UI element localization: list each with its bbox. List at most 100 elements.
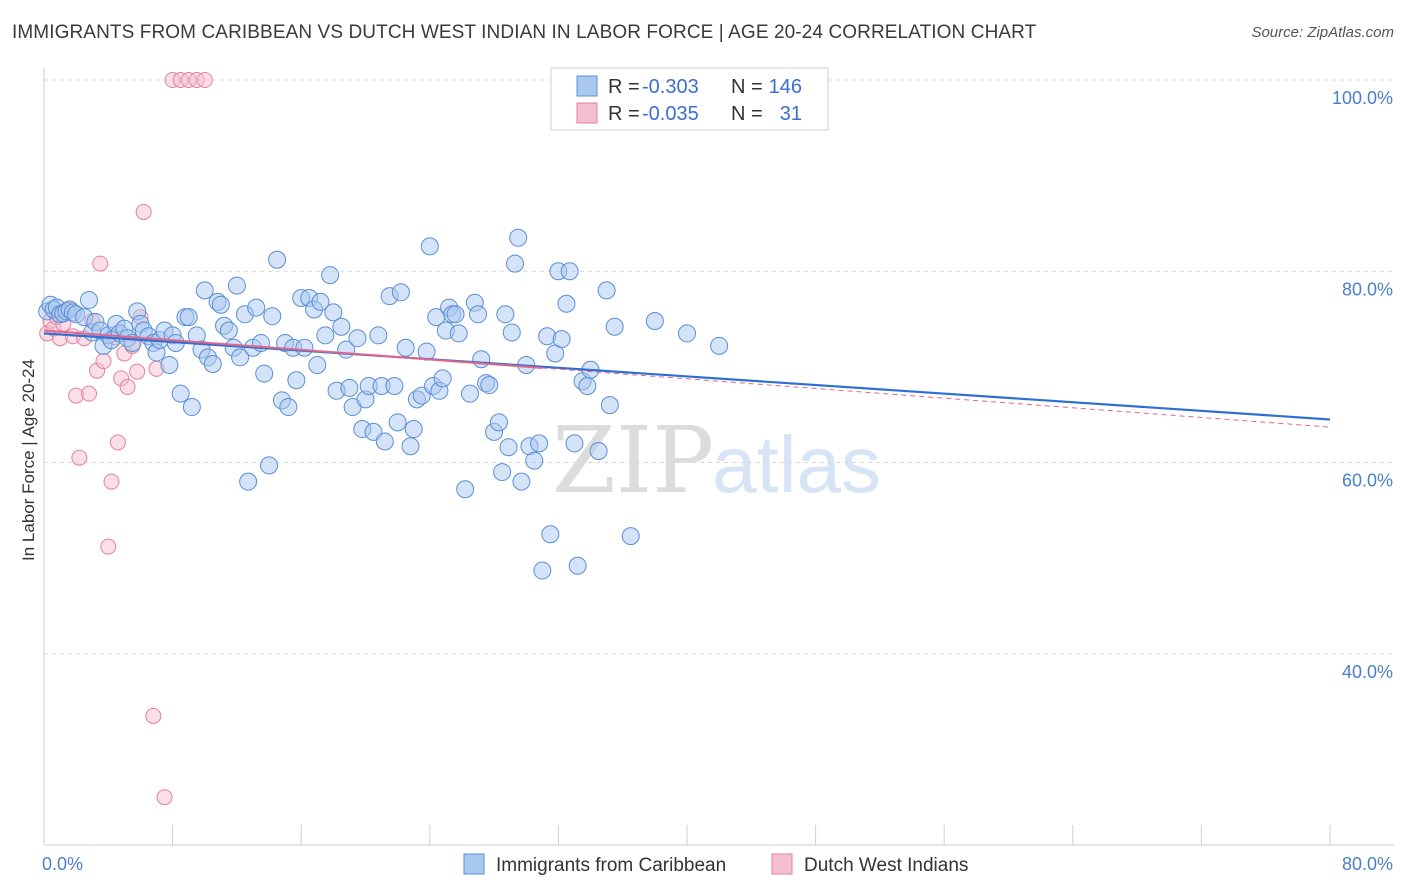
caribbean-point-53 <box>247 298 266 317</box>
caribbean-point-145 <box>678 324 696 343</box>
caribbean-point-110 <box>472 350 491 369</box>
legend-n-value-caribbean: 146 <box>769 76 802 98</box>
caribbean-point-115 <box>493 463 512 482</box>
dutch-point-14 <box>92 255 109 272</box>
caribbean-point-89 <box>391 283 410 302</box>
dutch-point-9 <box>71 449 88 466</box>
caribbean-point-109 <box>469 305 488 324</box>
caribbean-point-71 <box>321 266 340 285</box>
legend-n-label-dutch: N = <box>731 103 763 125</box>
x-tick-label-1: 80.0% <box>1342 854 1393 874</box>
grid-lines <box>44 79 1394 655</box>
y-tick-label-1: 80.0% <box>1342 279 1393 299</box>
caribbean-point-87 <box>385 377 404 395</box>
dutch-point-29 <box>156 789 173 806</box>
caribbean-point-63 <box>287 371 306 390</box>
caribbean-point-57 <box>263 307 282 326</box>
caribbean-point-135 <box>568 556 587 575</box>
caribbean-point-37 <box>182 398 201 417</box>
caribbean-point-69 <box>311 292 330 311</box>
caribbean-point-139 <box>589 442 608 461</box>
caribbean-point-112 <box>480 376 499 395</box>
legend-r-label-dutch: R = <box>608 103 640 125</box>
caribbean-point-83 <box>369 326 388 345</box>
legend-r-value-caribbean: -0.303 <box>642 76 699 98</box>
caribbean-point-114 <box>489 413 508 432</box>
caribbean-point-100 <box>433 369 452 388</box>
caribbean-point-85 <box>375 432 394 451</box>
caribbean-point-56 <box>260 456 279 475</box>
caribbean-point-76 <box>340 378 359 397</box>
dutch-point-16 <box>100 538 117 555</box>
source-credit: Source: ZipAtlas.com <box>1251 24 1394 41</box>
series-legend: Immigrants from Caribbean Dutch West Ind… <box>463 853 968 876</box>
bottom-legend-swatch-caribbean[interactable] <box>463 853 485 875</box>
caribbean-point-44 <box>211 295 230 314</box>
dutch-point-24 <box>129 363 146 380</box>
dutch-point-27 <box>145 707 162 724</box>
caribbean-point-104 <box>446 305 465 324</box>
caribbean-point-96 <box>420 237 439 256</box>
caribbean-point-126 <box>533 561 552 580</box>
trend-line-caribbean <box>43 332 1331 421</box>
caribbean-point-11 <box>80 290 99 309</box>
caribbean-point-134 <box>565 434 584 453</box>
caribbean-point-46 <box>219 321 238 340</box>
caribbean-point-117 <box>499 438 518 457</box>
trend-line-dutch-dashed <box>542 367 1331 428</box>
bottom-legend-swatch-dutch[interactable] <box>771 853 793 875</box>
caribbean-point-124 <box>525 451 544 470</box>
dutch-point-26 <box>135 203 152 220</box>
watermark: ZIP atlas <box>552 407 881 514</box>
dutch-point-11 <box>81 385 98 402</box>
legend-n-value-dutch: 31 <box>780 103 802 125</box>
caribbean-point-34 <box>171 384 190 403</box>
caribbean-point-78 <box>348 329 367 348</box>
series-immigrants-from-caribbean <box>38 228 729 580</box>
caribbean-point-31 <box>160 355 179 374</box>
caribbean-point-120 <box>509 228 528 247</box>
legend-n-label-caribbean: N = <box>731 76 763 98</box>
legend-swatch-caribbean <box>576 75 598 97</box>
y-tick-labels: 100.0% 80.0% 60.0% 40.0% <box>1332 88 1393 682</box>
caribbean-point-42 <box>203 355 222 374</box>
caribbean-point-146 <box>710 336 729 355</box>
series-dutch-west-indians <box>39 72 213 806</box>
caribbean-point-119 <box>505 254 524 273</box>
y-tick-label-2: 60.0% <box>1342 471 1393 491</box>
trend-lines <box>43 329 1331 428</box>
correlation-legend: R = -0.303 N = 146 R = -0.035 N = 31 <box>550 67 829 131</box>
caribbean-point-51 <box>239 472 258 491</box>
dutch-point-34 <box>196 72 213 88</box>
caribbean-point-141 <box>600 396 619 415</box>
bottom-legend-label-dutch[interactable]: Dutch West Indians <box>804 855 968 876</box>
legend-r-label-caribbean: R = <box>608 76 640 98</box>
caribbean-point-92 <box>404 420 423 439</box>
legend-r-value-dutch: -0.035 <box>642 103 699 125</box>
caribbean-point-137 <box>578 377 597 395</box>
caribbean-point-49 <box>231 348 250 367</box>
caribbean-point-74 <box>332 317 351 336</box>
caribbean-point-140 <box>597 281 616 300</box>
caribbean-point-90 <box>396 338 415 357</box>
caribbean-point-143 <box>621 527 640 546</box>
caribbean-point-72 <box>324 303 343 322</box>
axes <box>43 68 1394 846</box>
caribbean-point-118 <box>502 323 521 342</box>
chart-title: IMMIGRANTS FROM CARIBBEAN VS DUTCH WEST … <box>12 22 1037 43</box>
caribbean-point-131 <box>552 330 571 349</box>
caribbean-point-40 <box>195 281 214 300</box>
caribbean-point-142 <box>605 317 624 336</box>
caribbean-point-128 <box>541 525 560 544</box>
caribbean-point-61 <box>279 398 298 417</box>
caribbean-point-121 <box>512 472 531 491</box>
caribbean-point-133 <box>560 262 579 281</box>
caribbean-point-105 <box>449 324 468 343</box>
y-tick-label-0: 100.0% <box>1332 88 1393 108</box>
caribbean-point-88 <box>388 413 407 432</box>
caribbean-point-144 <box>645 311 664 330</box>
bottom-legend-label-caribbean[interactable]: Immigrants from Caribbean <box>496 855 726 876</box>
caribbean-point-125 <box>530 434 549 453</box>
watermark-atlas: atlas <box>712 420 881 509</box>
trend-line-dutch-solid <box>43 329 543 369</box>
